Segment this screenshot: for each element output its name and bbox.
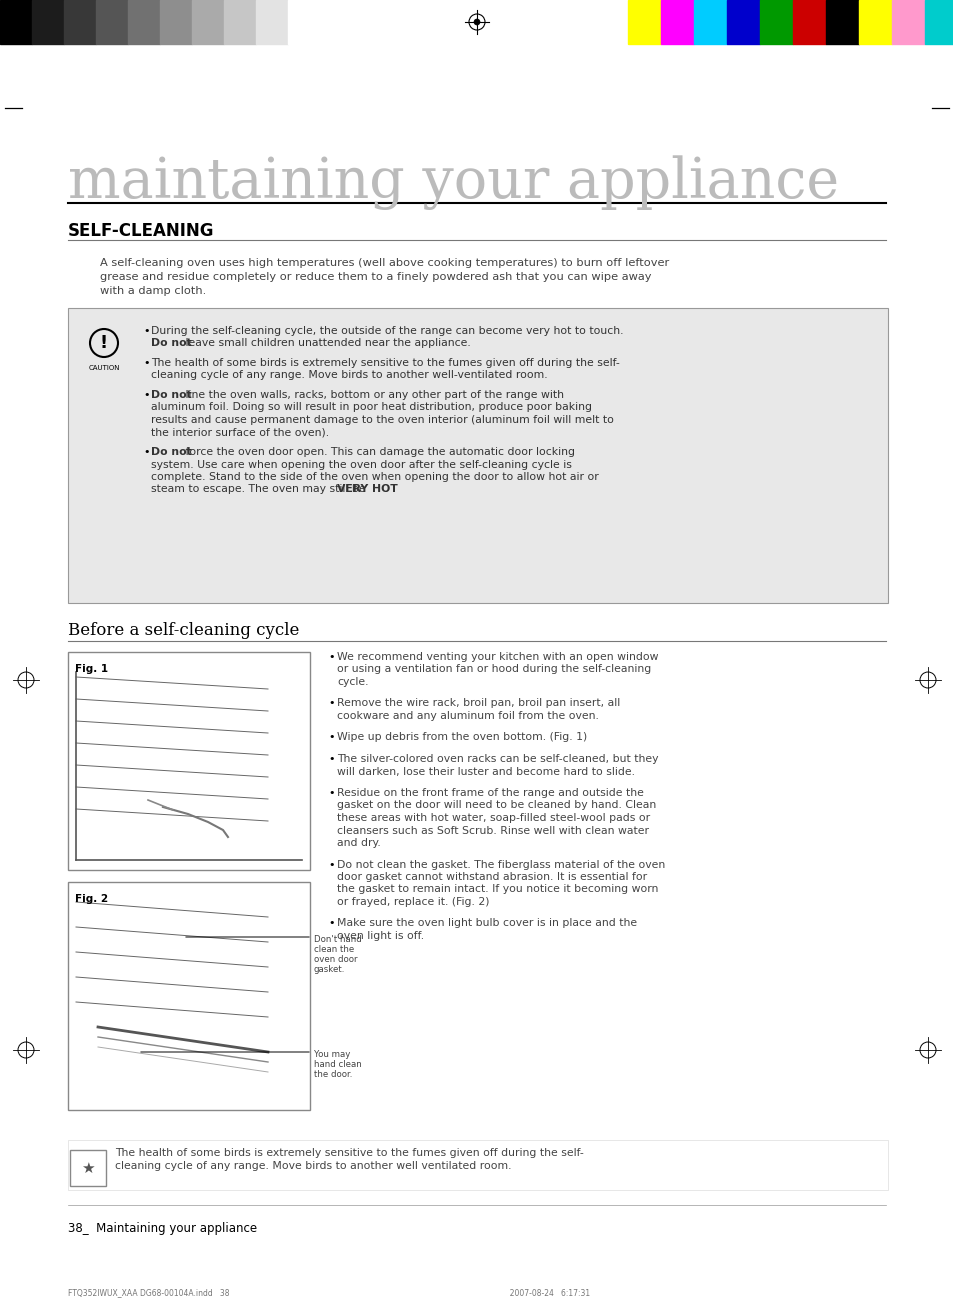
Text: cleansers such as Soft Scrub. Rinse well with clean water: cleansers such as Soft Scrub. Rinse well…: [336, 826, 648, 835]
Bar: [660, 0, 693, 45]
Text: •: •: [328, 652, 335, 662]
Text: A self-cleaning oven uses high temperatures (well above cooking temperatures) to: A self-cleaning oven uses high temperatu…: [100, 258, 669, 267]
Text: door gasket cannot withstand abrasion. It is essential for: door gasket cannot withstand abrasion. I…: [336, 872, 646, 882]
Bar: [224, 0, 255, 45]
Bar: [32, 0, 64, 45]
Bar: [924, 0, 953, 45]
Bar: [68, 308, 887, 603]
Text: Do not: Do not: [151, 389, 192, 400]
Text: During the self-cleaning cycle, the outside of the range can become very hot to : During the self-cleaning cycle, the outs…: [151, 326, 623, 336]
Text: FTQ352IWUX_XAA DG68-00104A.indd   38                                            : FTQ352IWUX_XAA DG68-00104A.indd 38: [68, 1287, 590, 1297]
Text: complete. Stand to the side of the oven when opening the door to allow hot air o: complete. Stand to the side of the oven …: [151, 472, 598, 482]
Text: •: •: [143, 447, 150, 458]
Text: Wipe up debris from the oven bottom. (Fig. 1): Wipe up debris from the oven bottom. (Fi…: [336, 733, 587, 742]
Bar: [68, 1141, 887, 1190]
Text: gasket on the door will need to be cleaned by hand. Clean: gasket on the door will need to be clean…: [336, 801, 656, 810]
Text: •: •: [328, 788, 335, 798]
Text: ★: ★: [81, 1160, 94, 1176]
Text: Do not: Do not: [151, 447, 192, 458]
Bar: [96, 0, 128, 45]
Text: and dry.: and dry.: [336, 838, 380, 848]
Text: Fig. 1: Fig. 1: [75, 663, 108, 674]
Bar: [0, 0, 32, 45]
Bar: [255, 0, 288, 45]
Bar: [68, 652, 310, 871]
Text: Make sure the oven light bulb cover is in place and the: Make sure the oven light bulb cover is i…: [336, 919, 637, 928]
Text: •: •: [328, 860, 335, 869]
Text: the gasket to remain intact. If you notice it becoming worn: the gasket to remain intact. If you noti…: [336, 885, 658, 894]
Text: The health of some birds is extremely sensitive to the fumes given off during th: The health of some birds is extremely se…: [151, 358, 619, 368]
Text: cleaning cycle of any range. Move birds to another well ventilated room.: cleaning cycle of any range. Move birds …: [115, 1162, 511, 1171]
Text: •: •: [143, 358, 150, 368]
Bar: [64, 0, 96, 45]
Text: cookware and any aluminum foil from the oven.: cookware and any aluminum foil from the …: [336, 711, 598, 721]
Bar: [68, 882, 310, 1110]
Text: •: •: [328, 754, 335, 764]
Text: force the oven door open. This can damage the automatic door locking: force the oven door open. This can damag…: [182, 447, 575, 458]
Text: oven door: oven door: [314, 954, 357, 964]
Text: Do not clean the gasket. The fiberglass material of the oven: Do not clean the gasket. The fiberglass …: [336, 860, 664, 869]
Text: these areas with hot water, soap-filled steel-wool pads or: these areas with hot water, soap-filled …: [336, 813, 649, 823]
Text: system. Use care when opening the oven door after the self-cleaning cycle is: system. Use care when opening the oven d…: [151, 459, 571, 469]
Text: VERY HOT: VERY HOT: [336, 485, 397, 494]
Bar: [693, 0, 726, 45]
Text: The silver-colored oven racks can be self-cleaned, but they: The silver-colored oven racks can be sel…: [336, 754, 658, 764]
Text: the interior surface of the oven).: the interior surface of the oven).: [151, 427, 329, 438]
Bar: [792, 0, 825, 45]
Text: hand clean: hand clean: [314, 1061, 361, 1068]
Text: steam to escape. The oven may still be: steam to escape. The oven may still be: [151, 485, 369, 494]
Text: clean the: clean the: [314, 945, 354, 954]
Text: maintaining your appliance: maintaining your appliance: [68, 155, 839, 210]
Text: •: •: [328, 699, 335, 708]
Text: Remove the wire rack, broil pan, broil pan insert, all: Remove the wire rack, broil pan, broil p…: [336, 699, 619, 708]
Text: CAUTION: CAUTION: [89, 364, 120, 371]
Bar: [288, 0, 319, 45]
Text: •: •: [328, 919, 335, 928]
Text: •: •: [143, 389, 150, 400]
Text: or using a ventilation fan or hood during the self-cleaning: or using a ventilation fan or hood durin…: [336, 665, 651, 674]
Text: the door.: the door.: [314, 1070, 352, 1079]
Text: .: .: [385, 485, 388, 494]
Text: We recommend venting your kitchen with an open window: We recommend venting your kitchen with a…: [336, 652, 658, 662]
Text: grease and residue completely or reduce them to a finely powdered ash that you c: grease and residue completely or reduce …: [100, 271, 651, 282]
Text: oven light is off.: oven light is off.: [336, 931, 424, 941]
Text: or frayed, replace it. (Fig. 2): or frayed, replace it. (Fig. 2): [336, 897, 489, 907]
Bar: [891, 0, 924, 45]
Bar: [160, 0, 192, 45]
Text: 38_  Maintaining your appliance: 38_ Maintaining your appliance: [68, 1222, 257, 1235]
Bar: [627, 0, 660, 45]
Text: The health of some birds is extremely sensitive to the fumes given off during th: The health of some birds is extremely se…: [115, 1148, 583, 1158]
Bar: [858, 0, 891, 45]
Bar: [70, 1150, 106, 1186]
Circle shape: [474, 18, 479, 25]
Bar: [825, 0, 858, 45]
Text: Do not: Do not: [151, 338, 192, 349]
Bar: [192, 0, 224, 45]
Text: •: •: [143, 326, 150, 336]
Text: with a damp cloth.: with a damp cloth.: [100, 286, 206, 296]
Bar: [760, 0, 792, 45]
Text: cleaning cycle of any range. Move birds to another well-ventilated room.: cleaning cycle of any range. Move birds …: [151, 371, 547, 380]
Bar: [726, 0, 760, 45]
Text: Before a self-cleaning cycle: Before a self-cleaning cycle: [68, 621, 299, 638]
Text: line the oven walls, racks, bottom or any other part of the range with: line the oven walls, racks, bottom or an…: [182, 389, 563, 400]
Text: gasket.: gasket.: [314, 965, 345, 974]
Text: !: !: [100, 334, 108, 351]
Bar: [128, 0, 160, 45]
Text: You may: You may: [314, 1050, 350, 1059]
Text: •: •: [328, 733, 335, 742]
Text: SELF-CLEANING: SELF-CLEANING: [68, 222, 214, 240]
Text: aluminum foil. Doing so will result in poor heat distribution, produce poor baki: aluminum foil. Doing so will result in p…: [151, 402, 592, 413]
Text: Residue on the front frame of the range and outside the: Residue on the front frame of the range …: [336, 788, 643, 798]
Text: Fig. 2: Fig. 2: [75, 894, 108, 905]
Text: Don't hand: Don't hand: [314, 935, 361, 944]
Text: will darken, lose their luster and become hard to slide.: will darken, lose their luster and becom…: [336, 767, 635, 776]
Text: leave small children unattended near the appliance.: leave small children unattended near the…: [182, 338, 470, 349]
Text: results and cause permanent damage to the oven interior (aluminum foil will melt: results and cause permanent damage to th…: [151, 416, 613, 425]
Text: cycle.: cycle.: [336, 676, 368, 687]
